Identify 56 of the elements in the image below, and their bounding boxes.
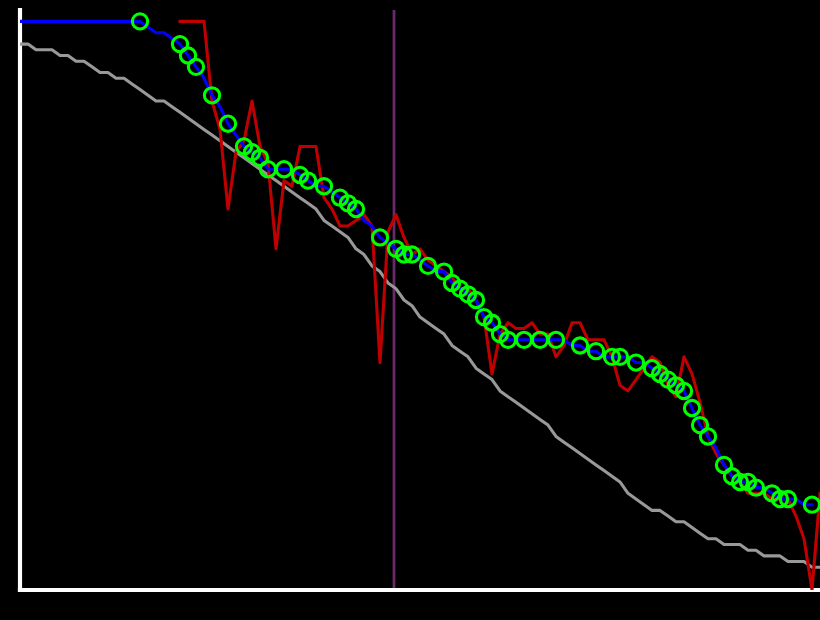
point xyxy=(642,359,662,378)
point xyxy=(746,478,766,497)
point xyxy=(250,148,270,168)
point xyxy=(490,324,510,344)
point xyxy=(458,285,478,304)
point xyxy=(178,46,198,65)
point xyxy=(170,34,190,54)
point xyxy=(370,228,390,247)
point xyxy=(338,194,358,213)
point xyxy=(690,415,710,435)
point xyxy=(186,57,206,77)
point xyxy=(722,467,742,486)
point xyxy=(290,165,310,185)
point xyxy=(546,330,566,349)
point xyxy=(466,290,486,310)
point xyxy=(650,364,670,384)
point xyxy=(482,313,502,332)
point xyxy=(298,171,318,190)
point xyxy=(778,489,798,509)
point xyxy=(274,160,294,179)
point xyxy=(218,114,238,133)
point xyxy=(346,199,366,219)
point xyxy=(474,307,494,327)
point xyxy=(418,256,438,276)
point xyxy=(434,262,454,281)
point xyxy=(514,330,534,349)
point xyxy=(202,86,222,105)
point xyxy=(330,188,350,207)
point xyxy=(394,245,414,264)
point xyxy=(130,12,150,31)
point xyxy=(610,347,630,367)
point xyxy=(698,427,718,446)
point xyxy=(450,279,470,298)
point xyxy=(402,245,422,264)
point xyxy=(258,160,278,179)
point xyxy=(586,342,606,361)
point xyxy=(626,353,646,372)
point xyxy=(498,330,518,349)
point xyxy=(682,398,702,418)
point xyxy=(802,495,820,514)
point xyxy=(714,455,734,475)
point xyxy=(738,472,758,492)
point xyxy=(570,336,590,355)
point xyxy=(658,370,678,389)
point xyxy=(674,381,694,401)
point xyxy=(442,273,462,293)
point xyxy=(602,347,622,367)
point xyxy=(386,239,406,258)
point xyxy=(314,177,334,196)
point xyxy=(530,330,550,349)
point xyxy=(234,137,254,156)
point xyxy=(762,484,782,503)
point xyxy=(666,376,686,395)
point xyxy=(730,472,750,492)
point xyxy=(770,489,790,509)
point xyxy=(242,142,262,162)
